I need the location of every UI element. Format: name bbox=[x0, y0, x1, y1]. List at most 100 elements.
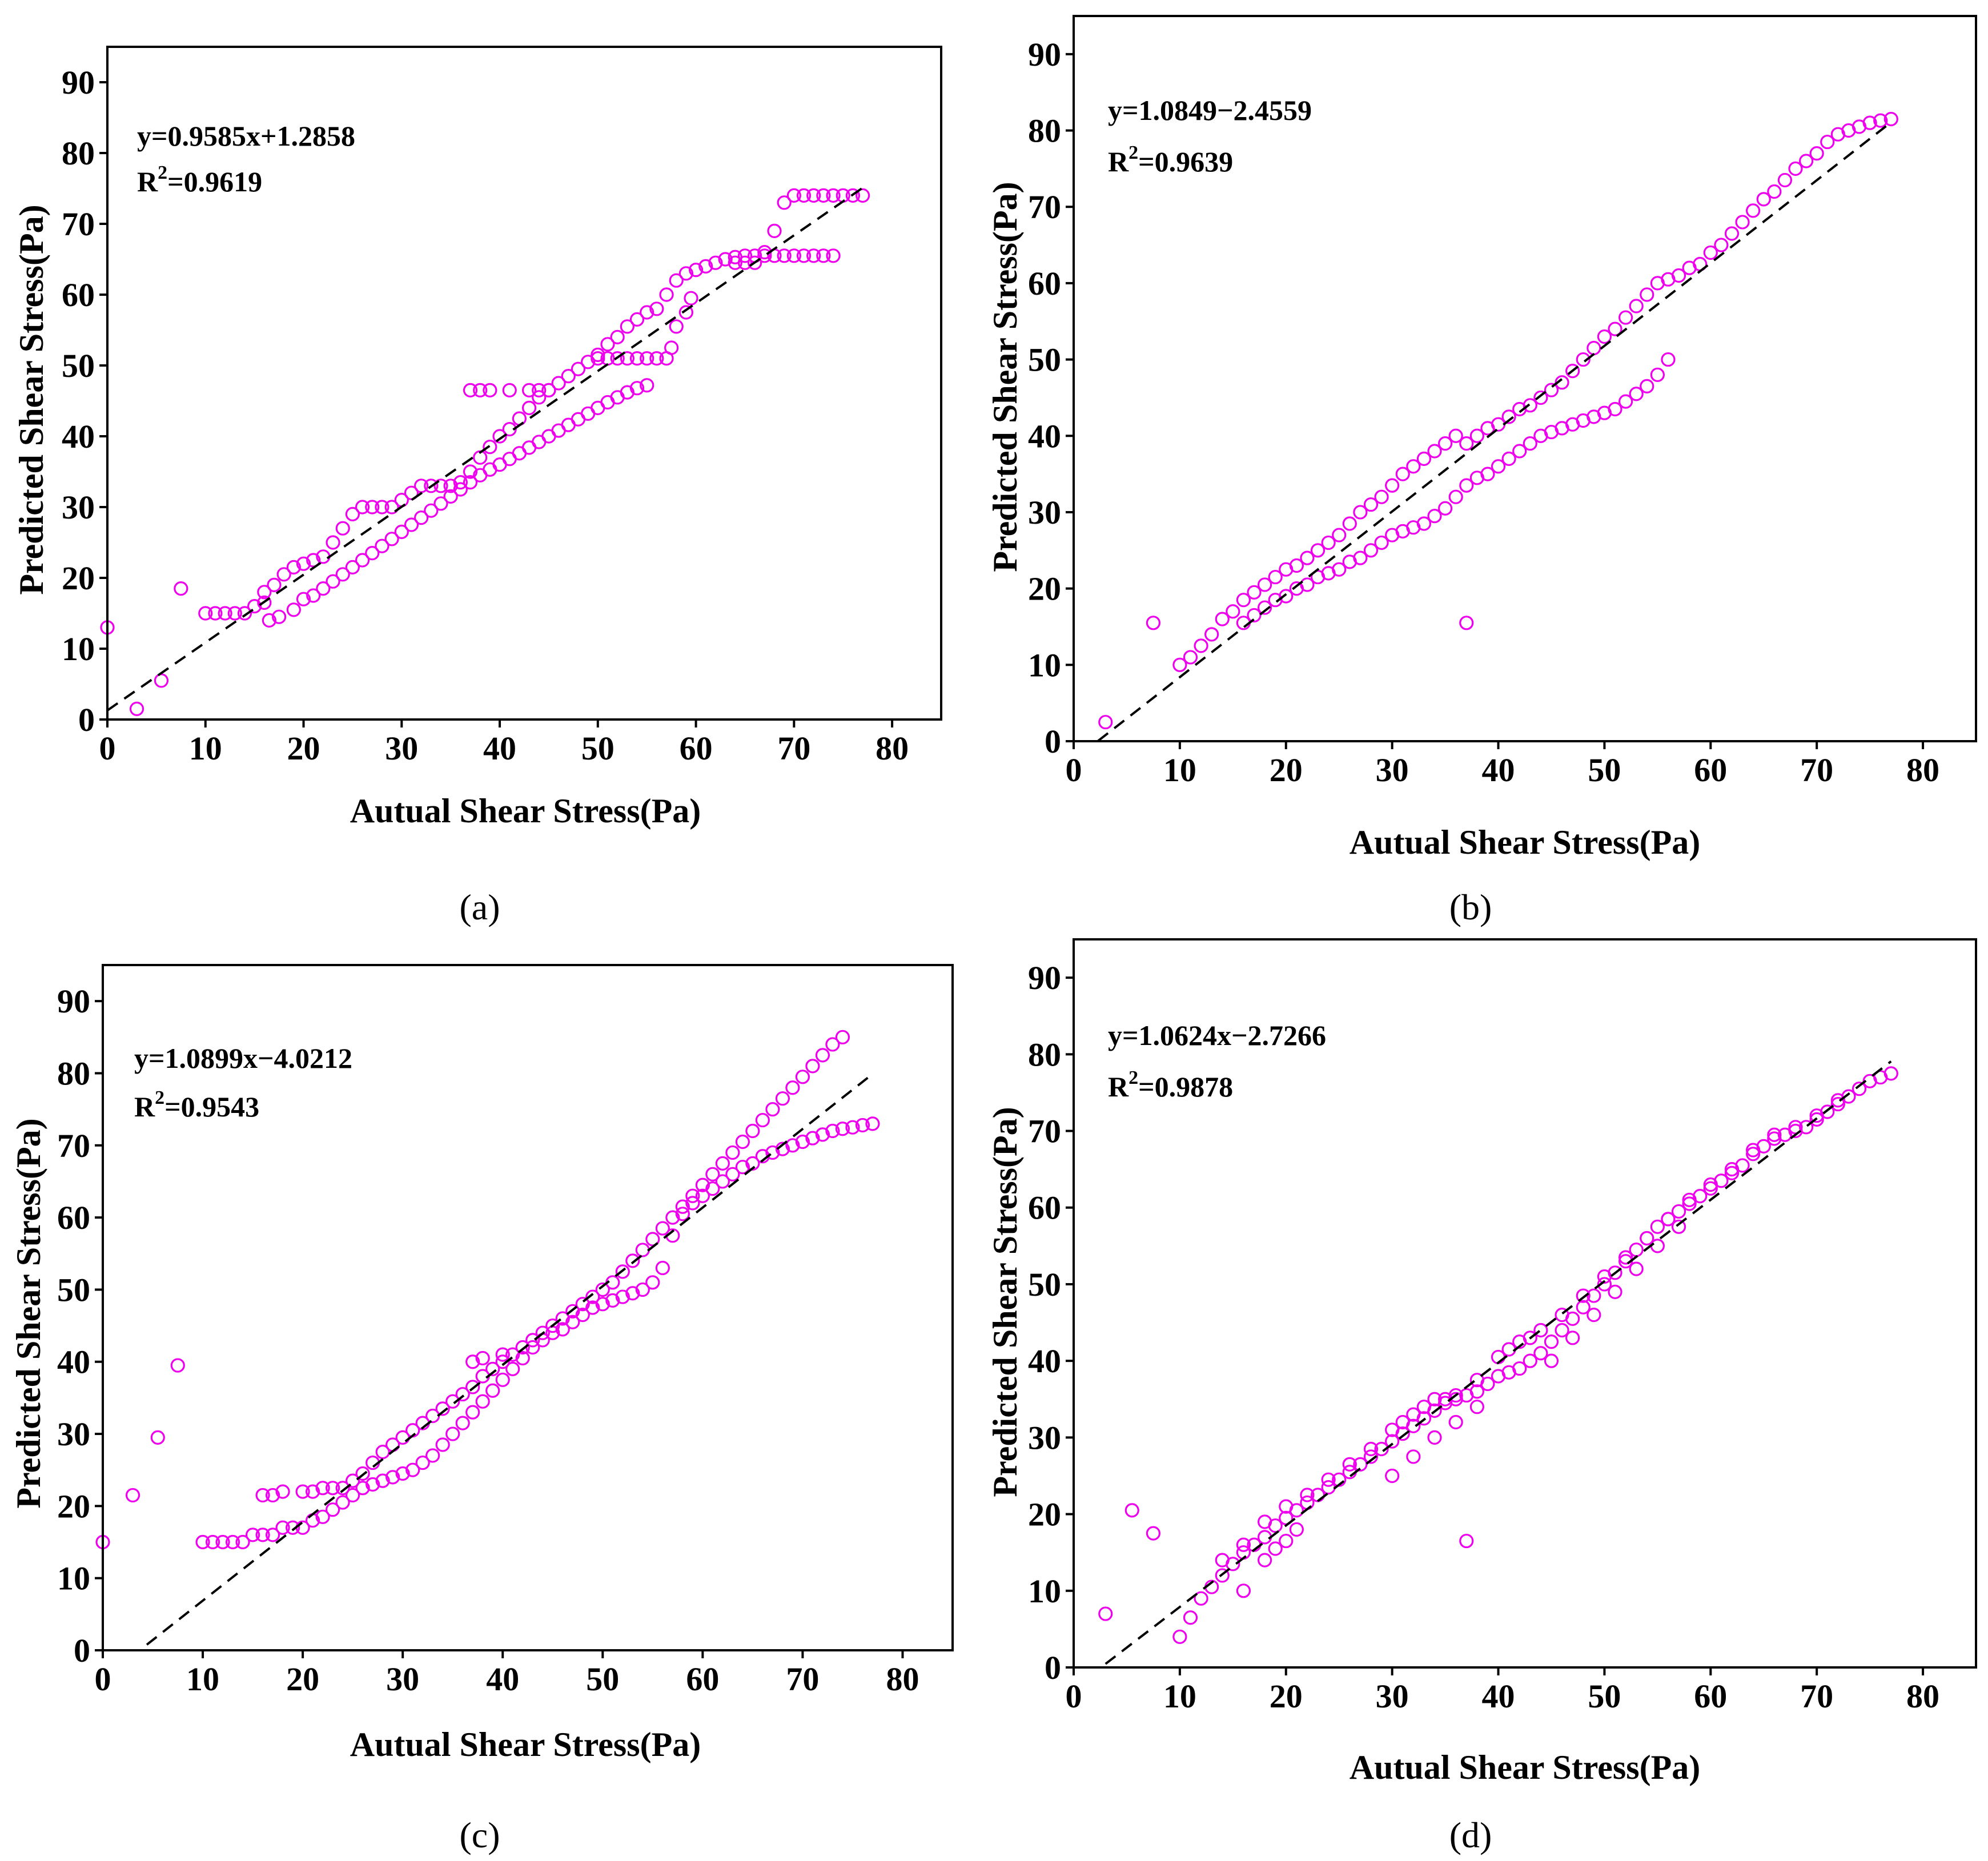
data-point-d bbox=[1809, 1112, 1824, 1127]
data-point-c bbox=[266, 1488, 280, 1503]
data-point-a bbox=[218, 606, 232, 621]
points-c bbox=[95, 1030, 880, 1550]
data-point-a bbox=[365, 545, 380, 561]
data-point-d bbox=[1555, 1323, 1569, 1338]
data-point-d bbox=[1363, 1449, 1379, 1464]
data-point-d bbox=[1533, 1346, 1548, 1361]
x-axis-label-a: Autual Shear Stress(Pa) bbox=[350, 792, 701, 830]
data-point-d bbox=[1746, 1143, 1761, 1157]
r2-value-a: =0.9619 bbox=[167, 166, 262, 198]
data-point-a bbox=[640, 378, 654, 393]
data-point-d bbox=[1236, 1583, 1251, 1598]
data-point-c bbox=[326, 1481, 340, 1496]
data-point-c bbox=[266, 1528, 280, 1542]
x-tick-label-d: 0 bbox=[1066, 1678, 1082, 1715]
data-point-a bbox=[737, 255, 753, 270]
x-tick-label-b: 40 bbox=[1482, 751, 1515, 789]
data-point-a bbox=[296, 592, 311, 606]
y-axis-label-b: Predicted Shear Stress(Pa) bbox=[986, 182, 1024, 572]
data-point-c bbox=[366, 1477, 380, 1492]
data-point-c bbox=[346, 1473, 360, 1488]
data-point-a bbox=[806, 188, 821, 203]
data-point-c bbox=[775, 1091, 790, 1106]
data-point-a bbox=[443, 479, 458, 493]
data-point-a bbox=[629, 381, 645, 396]
y-tick-label-a: 70 bbox=[62, 206, 95, 243]
data-point-d bbox=[1459, 1533, 1474, 1549]
data-point-b bbox=[1650, 367, 1665, 382]
data-point-c bbox=[725, 1167, 740, 1181]
data-point-d bbox=[1385, 1422, 1400, 1437]
data-point-a bbox=[174, 581, 188, 596]
data-point-a bbox=[684, 291, 698, 306]
plot-frame-b bbox=[1073, 15, 1977, 742]
data-point-c bbox=[615, 1264, 630, 1279]
data-point-c bbox=[765, 1145, 780, 1160]
x-tick-label-a: 30 bbox=[385, 730, 418, 767]
fit-line-a bbox=[106, 187, 864, 712]
data-point-d bbox=[1629, 1261, 1644, 1276]
x-tick-label-b: 60 bbox=[1694, 751, 1727, 789]
y-tick-label-b: 0 bbox=[1045, 723, 1061, 760]
data-point-d bbox=[1746, 1147, 1761, 1161]
data-point-b bbox=[1437, 501, 1453, 516]
data-point-c bbox=[575, 1297, 590, 1312]
data-point-b bbox=[1204, 627, 1219, 642]
data-point-c bbox=[825, 1123, 840, 1139]
y-tick-label-d: 0 bbox=[1045, 1649, 1061, 1686]
y-tick-label-c: 20 bbox=[57, 1488, 90, 1525]
data-point-b bbox=[1194, 638, 1208, 653]
data-point-d bbox=[1342, 1457, 1357, 1472]
data-point-d bbox=[1385, 1434, 1400, 1449]
data-point-c bbox=[465, 1354, 480, 1369]
data-point-c bbox=[286, 1520, 300, 1535]
data-point-a bbox=[767, 223, 782, 238]
data-point-d bbox=[1395, 1414, 1410, 1430]
panel-a: 0 10 20 30 40 50 60 70 80 0 10 20 30 40 50 60 70 80 90 y=0… bbox=[13, 46, 942, 927]
data-point-a bbox=[629, 312, 645, 327]
data-point-c bbox=[375, 1473, 390, 1488]
data-point-c bbox=[755, 1112, 770, 1128]
x-tick-label-b: 20 bbox=[1270, 751, 1303, 789]
data-point-c bbox=[805, 1131, 820, 1145]
data-point-c bbox=[685, 1188, 700, 1203]
y-tick-label-b: 70 bbox=[1028, 188, 1061, 226]
data-point-b bbox=[1618, 310, 1633, 325]
data-point-b bbox=[1788, 161, 1803, 176]
data-point-c bbox=[405, 1462, 420, 1477]
x-tick-label-b: 30 bbox=[1376, 751, 1409, 789]
r2-a: R2=0.9619 bbox=[137, 162, 262, 198]
data-point-a bbox=[629, 351, 645, 366]
data-point-a bbox=[433, 479, 448, 493]
data-point-b bbox=[1215, 612, 1230, 626]
data-point-b bbox=[1172, 657, 1187, 672]
data-point-a bbox=[453, 475, 468, 490]
data-point-c bbox=[705, 1181, 720, 1196]
data-point-d bbox=[1650, 1239, 1665, 1253]
data-point-c bbox=[355, 1466, 370, 1481]
data-point-b bbox=[1756, 192, 1771, 207]
data-point-b bbox=[1629, 387, 1644, 401]
data-point-a bbox=[365, 500, 380, 515]
data-point-b bbox=[1257, 600, 1272, 615]
data-point-b bbox=[1342, 516, 1357, 531]
y-tick-label-b: 50 bbox=[1028, 341, 1061, 379]
data-point-d bbox=[1236, 1537, 1251, 1552]
data-point-a bbox=[845, 188, 861, 203]
data-point-d bbox=[1172, 1629, 1187, 1644]
data-point-d bbox=[1576, 1300, 1591, 1315]
data-point-c bbox=[295, 1484, 310, 1499]
data-point-a bbox=[326, 535, 340, 550]
data-point-d bbox=[1289, 1522, 1304, 1537]
data-point-d bbox=[1852, 1082, 1867, 1096]
data-point-c bbox=[715, 1174, 730, 1189]
data-point-c bbox=[565, 1315, 580, 1329]
data-point-a bbox=[728, 255, 742, 270]
data-point-a bbox=[375, 500, 389, 515]
data-point-a bbox=[551, 376, 566, 391]
data-point-a bbox=[688, 263, 704, 278]
y-tick-label-b: 40 bbox=[1028, 417, 1061, 455]
data-point-c bbox=[326, 1502, 340, 1517]
data-point-a bbox=[640, 305, 654, 320]
data-point-a bbox=[335, 567, 350, 582]
